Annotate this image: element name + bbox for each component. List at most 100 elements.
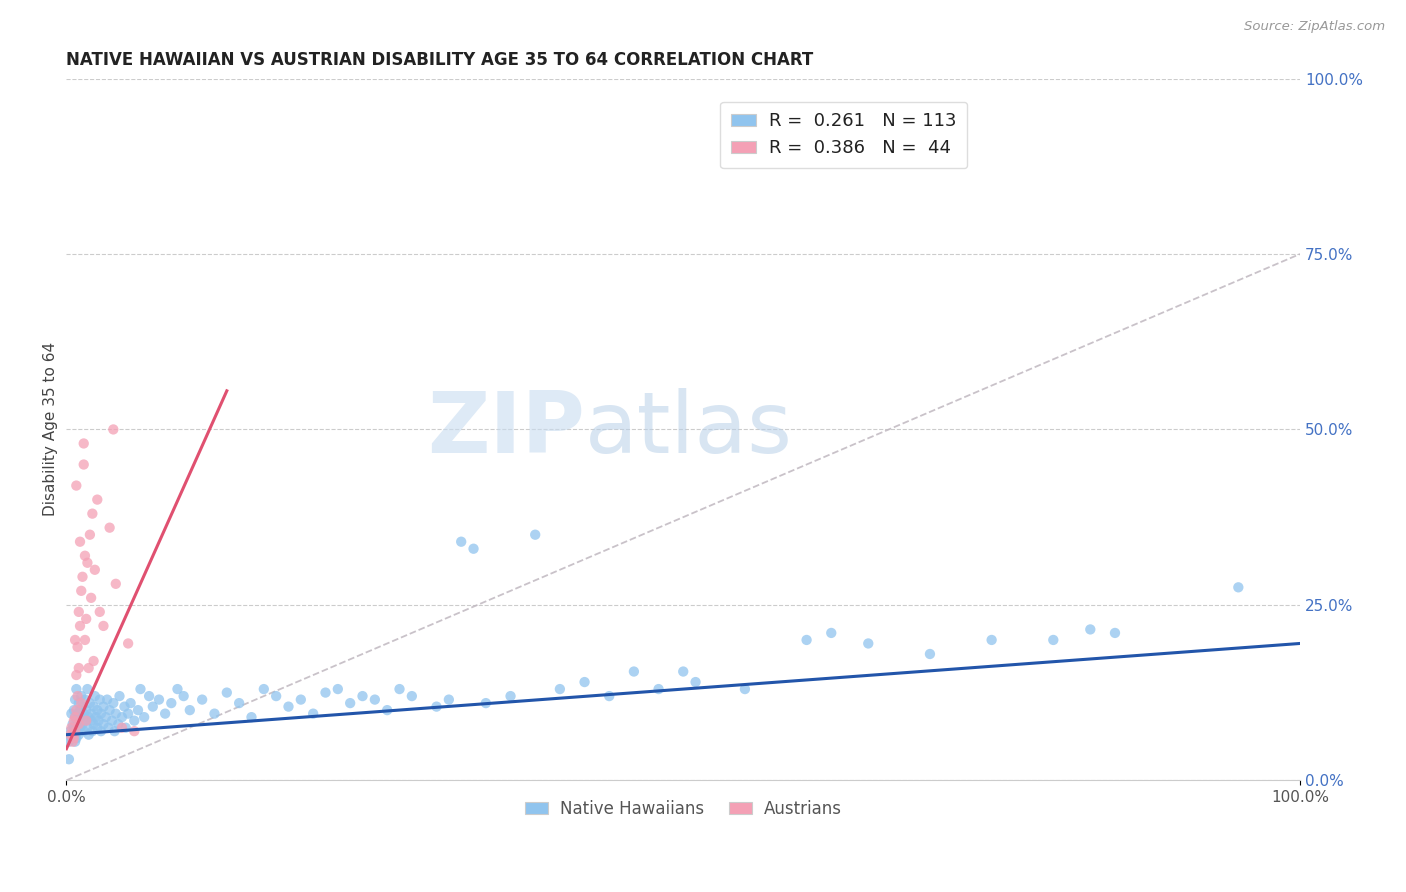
Point [80,714,103,728]
Point [111,721,134,735]
Text: Source: ZipAtlas.com: Source: ZipAtlas.com [1244,20,1385,33]
Point [80,591,103,605]
Point [117,636,139,650]
Point [124,724,146,739]
Point [112,699,135,714]
Point [73,632,96,647]
Point [98,703,121,717]
Point [70,583,93,598]
Point [499,689,522,703]
Point [179,703,201,717]
Point [70,710,93,724]
Point [63,710,86,724]
Point [75,612,97,626]
Point [66,724,89,739]
Point [58,735,80,749]
Point [65,703,87,717]
Point [107,717,129,731]
Point [62,735,84,749]
Point [388,682,411,697]
Point [124,714,146,728]
Point [204,706,226,721]
Point [685,675,707,690]
Point [240,710,263,724]
Point [574,675,596,690]
Point [364,692,387,706]
Point [63,735,86,749]
Point [111,710,134,724]
Point [134,710,156,724]
Point [160,696,183,710]
Point [103,724,125,739]
Point [918,647,941,661]
Point [475,696,498,710]
Point [73,692,96,706]
Point [108,689,131,703]
Point [83,654,105,668]
Point [62,717,84,731]
Text: atlas: atlas [585,388,793,471]
Point [253,682,276,697]
Point [228,696,250,710]
Point [79,696,101,710]
Point [65,717,87,731]
Point [103,696,125,710]
Point [65,478,87,492]
Point [66,689,89,703]
Point [67,696,90,710]
Point [66,640,89,654]
Point [89,692,111,706]
Point [72,699,94,714]
Point [672,665,695,679]
Point [77,728,100,742]
Point [89,605,111,619]
Point [58,752,80,766]
Point [93,619,115,633]
Point [138,689,160,703]
Point [127,703,149,717]
Point [90,724,112,739]
Text: NATIVE HAWAIIAN VS AUSTRIAN DISABILITY AGE 35 TO 64 CORRELATION CHART: NATIVE HAWAIIAN VS AUSTRIAN DISABILITY A… [66,51,814,69]
Point [98,521,121,535]
Point [173,689,195,703]
Point [83,563,105,577]
Point [114,721,136,735]
Point [315,685,337,699]
Point [77,710,100,724]
Point [153,706,176,721]
Point [63,703,86,717]
Point [62,728,84,742]
Point [63,714,86,728]
Point [76,682,98,697]
Point [67,661,90,675]
Point [425,699,447,714]
Point [90,706,112,721]
Point [166,682,188,697]
Point [103,422,125,436]
Point [59,728,82,742]
Point [65,731,87,746]
Point [264,689,287,703]
Point [86,721,108,735]
Point [63,710,86,724]
Point [75,714,97,728]
Point [72,570,94,584]
Point [117,706,139,721]
Point [73,706,96,721]
Point [1227,580,1250,594]
Point [647,682,669,697]
Text: ZIP: ZIP [427,388,585,471]
Point [352,689,374,703]
Point [60,706,83,721]
Point [93,717,115,731]
Point [463,541,485,556]
Point [623,665,645,679]
Point [83,689,105,703]
Point [69,721,91,735]
Point [63,724,86,739]
Point [524,527,547,541]
Point [1104,626,1126,640]
Point [96,692,118,706]
Point [437,692,460,706]
Point [70,689,93,703]
